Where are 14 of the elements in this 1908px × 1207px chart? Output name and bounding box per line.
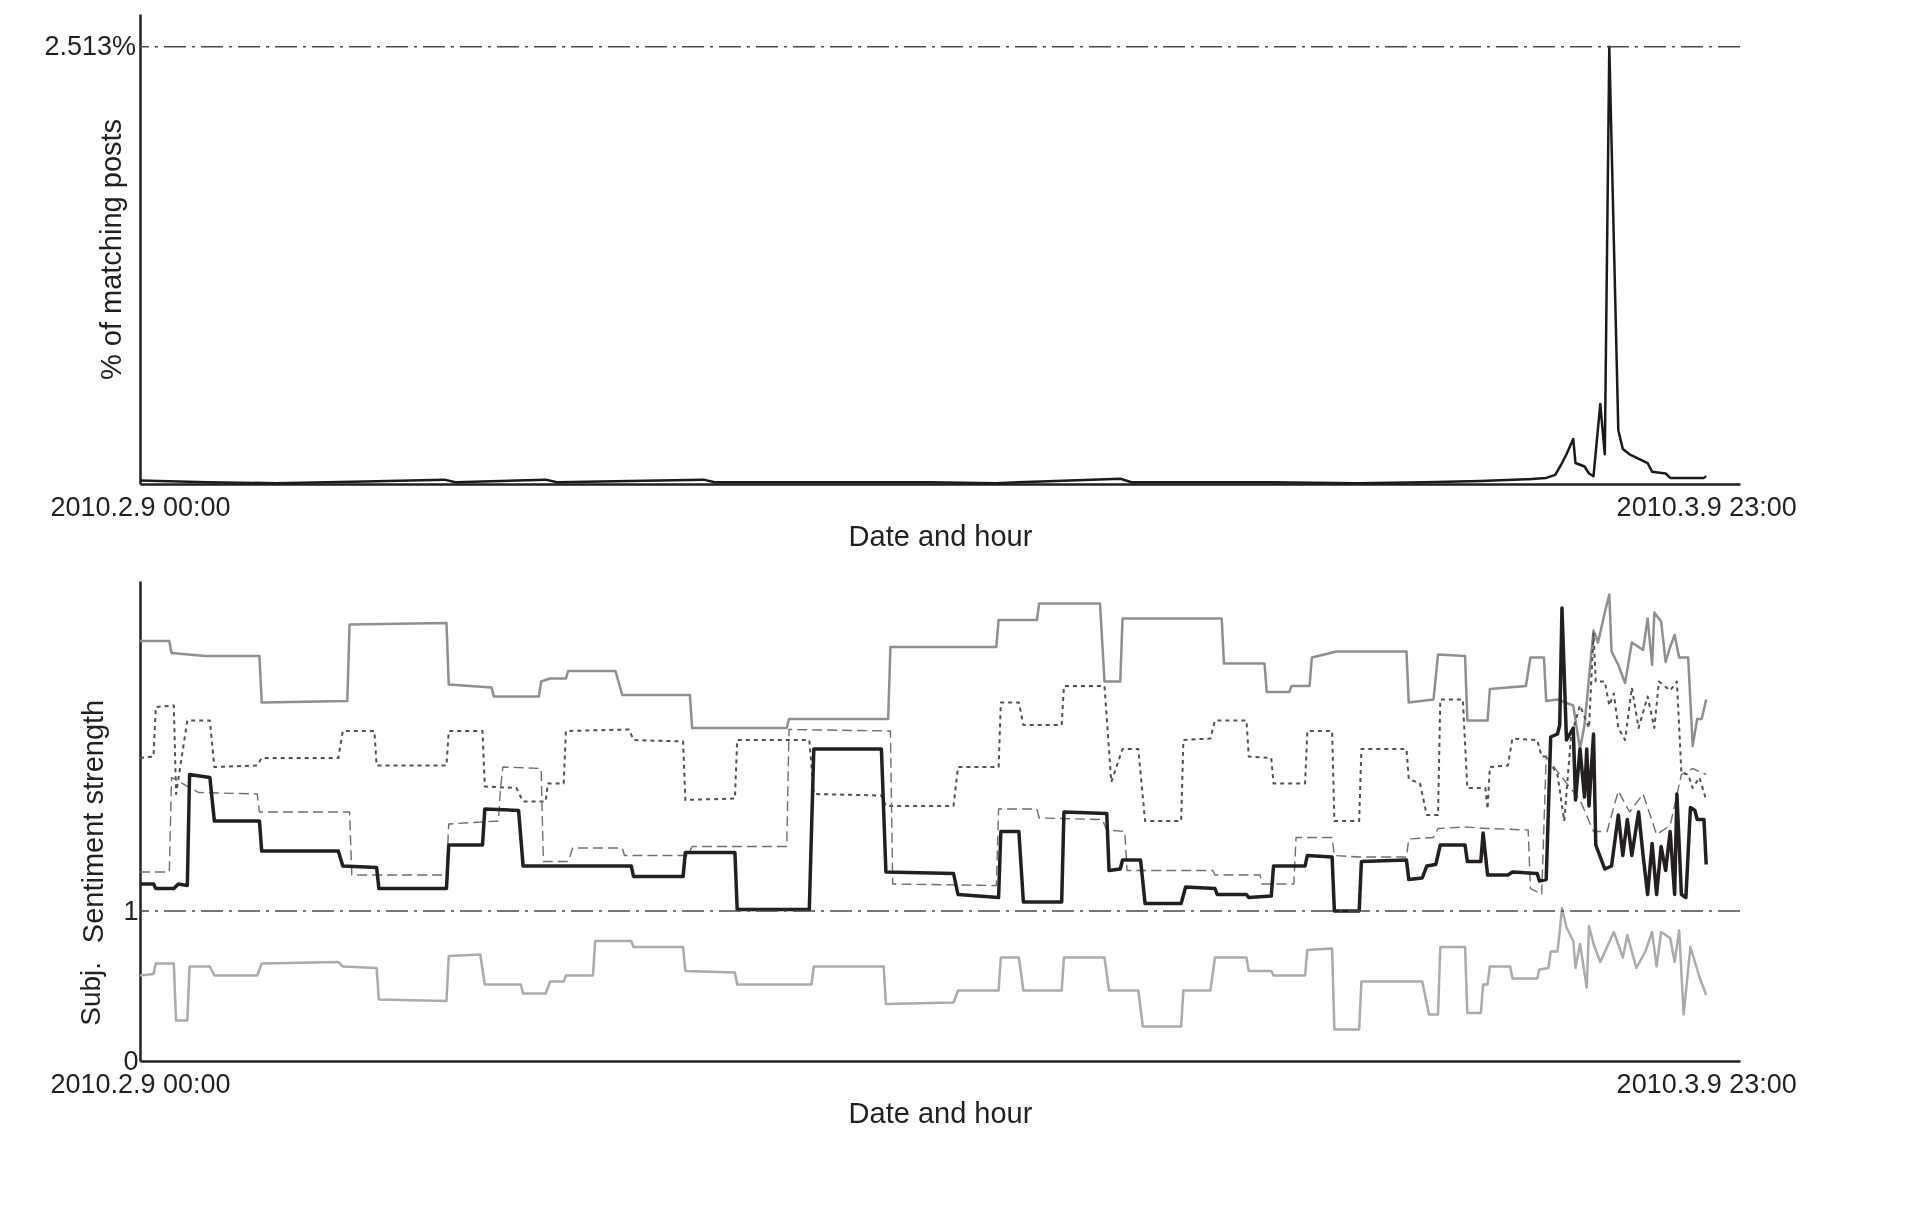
y-axis-title: Sentiment strength — [77, 699, 110, 944]
line-series — [140, 728, 1707, 896]
x-axis-title: Date and hour — [848, 1096, 1033, 1129]
x-tick-label: 2010.3.9 23:00 — [1616, 491, 1797, 522]
x-tick-label: 2010.3.9 23:00 — [1616, 1068, 1797, 1099]
x-tick-label: 2010.2.9 00:00 — [50, 491, 231, 522]
text: 2.513% — [44, 30, 136, 61]
y-axis-title: % of matching posts — [94, 118, 127, 381]
text: Subj. — [75, 961, 106, 1026]
line-series — [140, 593, 1708, 751]
line-series — [140, 632, 1708, 822]
y-tick-label: 1 — [123, 895, 139, 926]
x-axis-title: Date and hour — [848, 519, 1033, 552]
line-series — [140, 906, 1708, 1031]
